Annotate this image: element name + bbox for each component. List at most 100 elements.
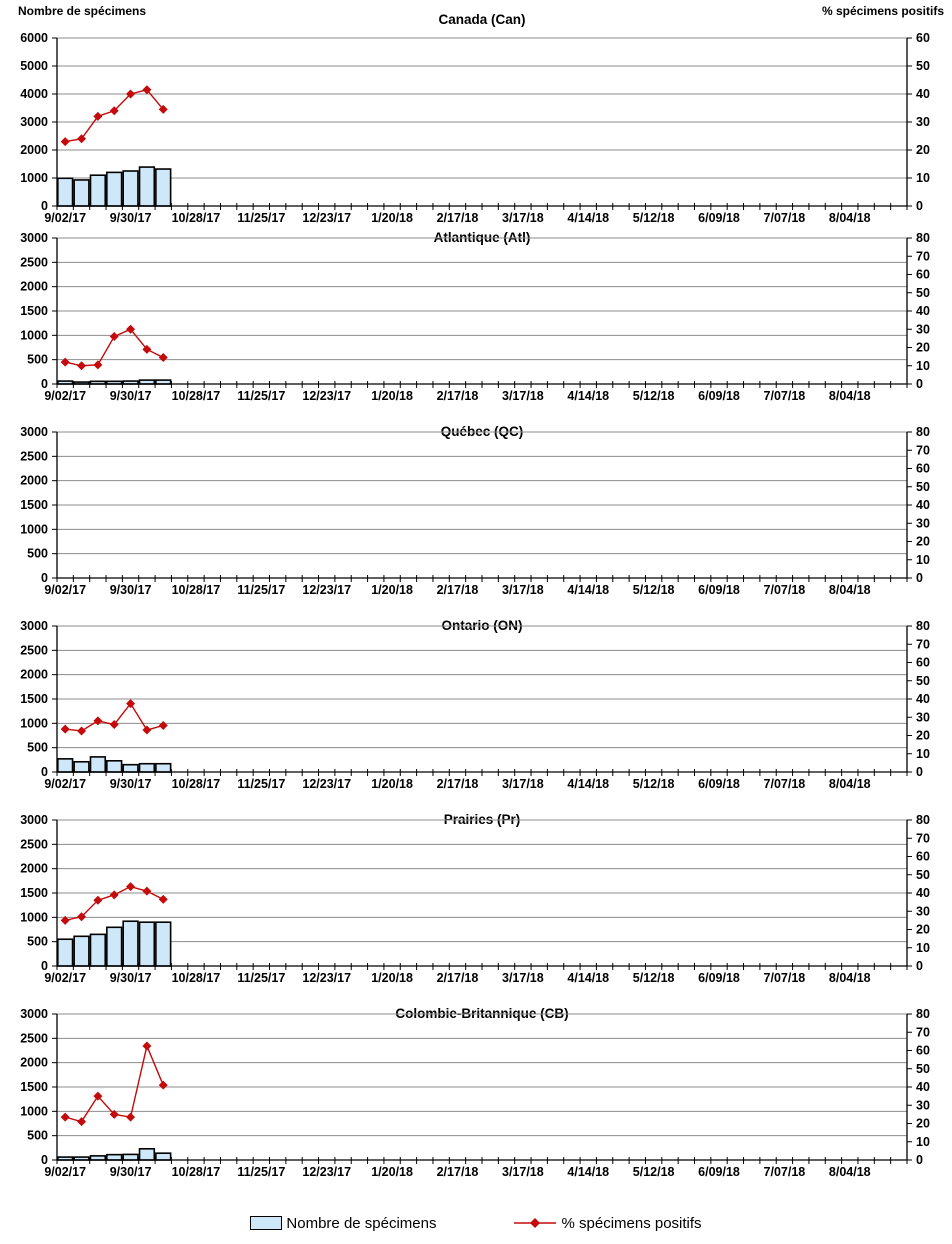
- right-axis-tick-label: 0: [916, 377, 923, 391]
- right-axis-tick-label: 30: [916, 1098, 930, 1112]
- chart-quebec: Québec (QC) 0 500 1000 1500 2000 2500 3000 0 10 2…: [0, 424, 952, 618]
- right-axis-tick-label: 0: [916, 959, 923, 973]
- data-point-marker: [60, 1112, 70, 1122]
- right-axis-tick-label: 20: [916, 923, 930, 937]
- x-axis-tick-label: 9/02/17: [44, 583, 86, 597]
- data-point-marker: [158, 720, 168, 730]
- right-axis-tick-label: 80: [916, 619, 930, 633]
- percent-positive-line: [65, 89, 164, 143]
- x-axis-tick-label: 4/14/18: [567, 971, 609, 985]
- x-axis-tick-label: 11/25/17: [237, 389, 285, 403]
- x-axis-tick-label: 10/28/17: [172, 389, 221, 403]
- right-axis-tick-label: 80: [916, 813, 930, 827]
- right-axis-tick-label: 50: [916, 674, 930, 688]
- x-axis-tick-label: 6/09/18: [698, 1165, 740, 1179]
- bar: [89, 756, 107, 773]
- bar: [89, 933, 107, 967]
- x-axis-tick-label: 4/14/18: [567, 1165, 609, 1179]
- right-axis-tick-label: 40: [916, 498, 930, 512]
- left-axis-tick-label: 1500: [20, 304, 48, 318]
- legend-line-label: % spécimens positifs: [561, 1214, 702, 1232]
- left-axis-tick-label: 500: [27, 741, 48, 755]
- x-axis-tick-label: 12/23/17: [302, 211, 351, 225]
- data-point-marker: [142, 1041, 152, 1051]
- x-axis-tick-label: 6/09/18: [698, 777, 740, 791]
- x-axis-tick-label: 11/25/17: [237, 583, 285, 597]
- legend-bar-label: Nombre de spécimens: [286, 1214, 437, 1232]
- data-point-marker: [93, 895, 103, 905]
- x-axis-tick-label: 3/17/18: [502, 777, 544, 791]
- x-axis-tick-label: 11/25/17: [237, 211, 285, 225]
- atlantique-plot: 0 500 1000 1500 2000 2500 3000 0 10 20 30 40 50 60 70 8…: [20, 231, 930, 403]
- x-axis-tick-label: 12/23/17: [302, 1165, 351, 1179]
- x-axis-tick-label: 12/23/17: [302, 777, 351, 791]
- left-axis-tick-label: 500: [27, 1129, 48, 1143]
- left-axis-tick-label: 6000: [20, 31, 48, 45]
- right-axis-tick-label: 60: [916, 31, 930, 45]
- right-axis-tick-label: 40: [916, 1080, 930, 1094]
- left-axis-tick-label: 500: [27, 353, 48, 367]
- left-axis-tick-label: 5000: [20, 59, 48, 73]
- data-point-marker: [60, 724, 70, 734]
- x-axis-tick-label: 1/20/18: [371, 389, 413, 403]
- left-axis-tick-label: 2000: [20, 280, 48, 294]
- x-axis-tick-label: 7/07/18: [764, 1165, 806, 1179]
- canada-plot: 0 1000 2000 3000 4000 5000 6000 0 10 20 30 40 50 60 9/…: [20, 31, 930, 225]
- right-axis-tick-label: 60: [916, 462, 930, 476]
- left-axis-tick-label: 0: [41, 199, 48, 213]
- right-axis-tick-label: 40: [916, 692, 930, 706]
- x-axis-tick-label: 11/25/17: [237, 1165, 285, 1179]
- right-axis-tick-label: 20: [916, 1117, 930, 1131]
- left-axis-tick-label: 2500: [20, 449, 48, 463]
- data-point-marker: [126, 1112, 136, 1122]
- right-axis-tick-label: 80: [916, 1007, 930, 1021]
- right-axis-tick-label: 0: [916, 1153, 923, 1167]
- right-axis-tick-label: 40: [916, 304, 930, 318]
- right-axis-tick-label: 70: [916, 831, 930, 845]
- x-axis-tick-label: 6/09/18: [698, 389, 740, 403]
- left-axis-tick-label: 1000: [20, 522, 48, 536]
- x-axis-tick-label: 7/07/18: [764, 777, 806, 791]
- left-axis-tick-label: 2500: [20, 643, 48, 657]
- data-point-marker: [77, 912, 87, 922]
- right-axis-tick-label: 60: [916, 1044, 930, 1058]
- right-axis-tick-label: 70: [916, 637, 930, 651]
- data-point-marker: [126, 89, 136, 99]
- x-axis-tick-label: 7/07/18: [764, 583, 806, 597]
- data-point-marker: [60, 137, 70, 147]
- bar: [155, 762, 172, 773]
- x-axis-tick-label: 8/04/18: [829, 389, 871, 403]
- data-point-marker: [93, 1091, 103, 1101]
- x-axis-tick-label: 1/20/18: [371, 777, 413, 791]
- data-point-marker: [77, 361, 87, 371]
- data-point-marker: [93, 716, 103, 726]
- x-axis-tick-label: 10/28/17: [172, 211, 221, 225]
- x-axis-tick-label: 1/20/18: [371, 211, 413, 225]
- right-axis-tick-label: 10: [916, 359, 930, 373]
- x-axis-tick-label: 7/07/18: [764, 389, 806, 403]
- bar: [56, 177, 74, 207]
- right-axis-tick-label: 70: [916, 443, 930, 457]
- x-axis-tick-label: 9/02/17: [44, 971, 86, 985]
- right-axis-tick-label: 0: [916, 765, 923, 779]
- right-axis-tick-label: 10: [916, 553, 930, 567]
- right-axis-title: % spécimens positifs: [821, 4, 944, 18]
- bar: [138, 921, 156, 967]
- bar: [155, 921, 172, 967]
- left-axis-tick-label: 2000: [20, 862, 48, 876]
- line-swatch-icon: [513, 1218, 556, 1228]
- data-point-marker: [93, 360, 103, 370]
- right-axis-tick-label: 40: [916, 87, 930, 101]
- bar: [155, 1152, 172, 1161]
- x-axis-tick-label: 3/17/18: [502, 1165, 544, 1179]
- right-axis-tick-label: 40: [916, 886, 930, 900]
- bar: [73, 760, 90, 773]
- x-axis-tick-label: 9/30/17: [110, 971, 152, 985]
- bar-swatch-icon: [250, 1216, 283, 1230]
- data-point-marker: [158, 1080, 168, 1090]
- right-axis-tick-label: 30: [916, 115, 930, 129]
- x-axis-tick-label: 8/04/18: [829, 583, 871, 597]
- x-axis-tick-label: 8/04/18: [829, 1165, 871, 1179]
- x-axis-tick-label: 9/02/17: [44, 389, 86, 403]
- legend-item-bars: Nombre de spécimens: [250, 1214, 437, 1232]
